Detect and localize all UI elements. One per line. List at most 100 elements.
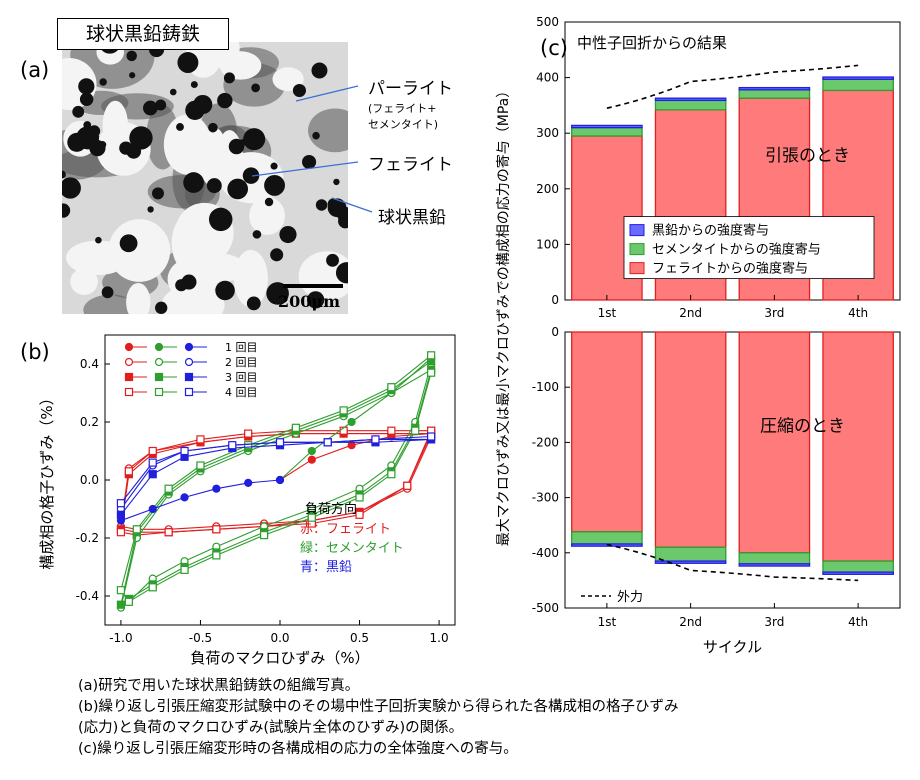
micrograph-svg [62, 42, 348, 314]
graphite-nodule [101, 286, 114, 299]
graphite-nodule [208, 207, 233, 232]
graphite-nodule [129, 126, 153, 150]
external-force-legend-label: 外力 [617, 590, 643, 605]
y-tick-label: 100 [536, 237, 559, 251]
series-graphite-cycle-1 [116, 475, 285, 525]
graphite-nodule [78, 78, 95, 95]
tension-label: 引張のとき [765, 146, 850, 166]
legend-cycle-label: 2 回目 [225, 356, 258, 369]
graphite-nodule [185, 100, 205, 121]
scale-bar [283, 284, 343, 288]
ferrite-region [102, 100, 128, 149]
y-tick-label: 0 [551, 293, 559, 307]
bar-graphite [822, 571, 894, 575]
data-point [387, 470, 396, 479]
bar-cementite [654, 546, 727, 562]
pearlite-region [308, 108, 348, 153]
panel-c-label: (c) [540, 36, 568, 60]
bar-graphite [571, 124, 643, 129]
micrograph-image [62, 42, 348, 314]
graphite-nodule [327, 198, 340, 210]
graphite-nodule [242, 167, 260, 184]
x-tick-label: 2nd [679, 615, 702, 629]
legend-label: 黒鉛からの強度寄与 [652, 223, 769, 239]
data-point [259, 531, 269, 540]
legend-label: セメンタイトからの強度寄与 [652, 242, 821, 258]
data-point [116, 510, 126, 519]
data-point [116, 528, 126, 537]
bar-ferrite [571, 331, 643, 533]
y-tick-label: -0.2 [76, 531, 99, 545]
graphite-nodule [208, 122, 218, 133]
data-point [148, 446, 157, 456]
y-tick-label: -500 [532, 601, 559, 615]
series-line [120, 357, 432, 609]
data-point [212, 525, 221, 534]
data-point [228, 441, 237, 450]
bar-cementite [738, 89, 811, 99]
data-point [132, 525, 141, 534]
data-point [275, 475, 285, 485]
strain-chart: -1.0 -0.5 0.0 0.5 1.0 -0.4 -0.2 0.0 0.2 0.4 負荷のマクロ… [38, 334, 456, 665]
micrograph-title: 球状黒鉛鋳鉄 [57, 18, 229, 50]
bar-graphite [654, 560, 727, 564]
bar-ferrite [738, 331, 811, 554]
graphite-nodule [177, 52, 199, 73]
data-point [148, 458, 157, 467]
pearlite-region [83, 294, 139, 314]
y-tick-label: 0.0 [80, 473, 99, 487]
y-tick-label: 400 [536, 71, 559, 85]
bar-cementite [738, 552, 811, 565]
caption-line-1: (a)研究で用いた球状黒鉛鋳鉄の組織写真。 [78, 678, 360, 694]
data-point [347, 417, 356, 427]
graphite-label: 球状黒鉛 [378, 208, 446, 228]
graphite-nodule [142, 100, 158, 116]
data-point [196, 435, 205, 444]
legend-swatch [629, 243, 645, 256]
series-line [120, 479, 281, 522]
data-point [116, 600, 126, 609]
data-point [244, 478, 253, 487]
x-tick-label: 0.0 [270, 631, 289, 645]
data-point [355, 493, 364, 502]
data-point [339, 406, 348, 415]
graphite-nodule [246, 296, 261, 311]
data-point [164, 528, 173, 537]
data-point [116, 499, 126, 508]
graphite-nodule [176, 123, 184, 131]
y-tick-label: 0.2 [80, 415, 99, 429]
data-point [307, 513, 316, 522]
data-point [411, 426, 420, 435]
y-tick-label: 0.4 [80, 357, 99, 371]
x-tick-label: -0.5 [189, 631, 212, 645]
y-tick-label: -400 [532, 546, 559, 560]
bar-cementite [654, 99, 727, 111]
ferrite-region [70, 268, 98, 296]
graphite-nodule [175, 279, 188, 292]
legend-label: フェライトからの強度寄与 [652, 261, 808, 277]
ferrite-label: フェライト [368, 155, 453, 175]
graphite-nodule [326, 253, 339, 267]
caption-line-4: (c)繰り返し引張圧縮変形時の各構成相の応力の全体強度への寄与。 [78, 741, 518, 757]
graphite-nodule [223, 72, 235, 84]
graphite-nodule [264, 174, 285, 196]
y-tick-label: 500 [536, 15, 559, 29]
data-point [212, 484, 221, 493]
data-point [244, 441, 253, 450]
legend-marker [154, 372, 164, 382]
bar-graphite [738, 86, 811, 91]
scale-bar-label: 200μm [278, 292, 341, 311]
y-axis-label: 構成相の格子ひずみ（%） [38, 390, 56, 569]
figure-caption: (a)研究で用いた球状黒鉛鋳鉄の組織写真。 (b)繰り返し引張圧縮変形試験中のそ… [78, 676, 679, 760]
graphite-nodule [270, 248, 284, 262]
graphite-nodule [312, 131, 320, 140]
data-point [403, 481, 412, 490]
legend-marker [124, 342, 134, 352]
data-point [347, 441, 356, 450]
graphite-nodule [315, 199, 328, 211]
external-force-curve-top [606, 64, 859, 109]
graphite-nodule [79, 92, 94, 106]
data-point [355, 510, 364, 519]
x-tick-label: 1st [598, 615, 617, 629]
y-tick-label: -0.4 [76, 589, 99, 603]
